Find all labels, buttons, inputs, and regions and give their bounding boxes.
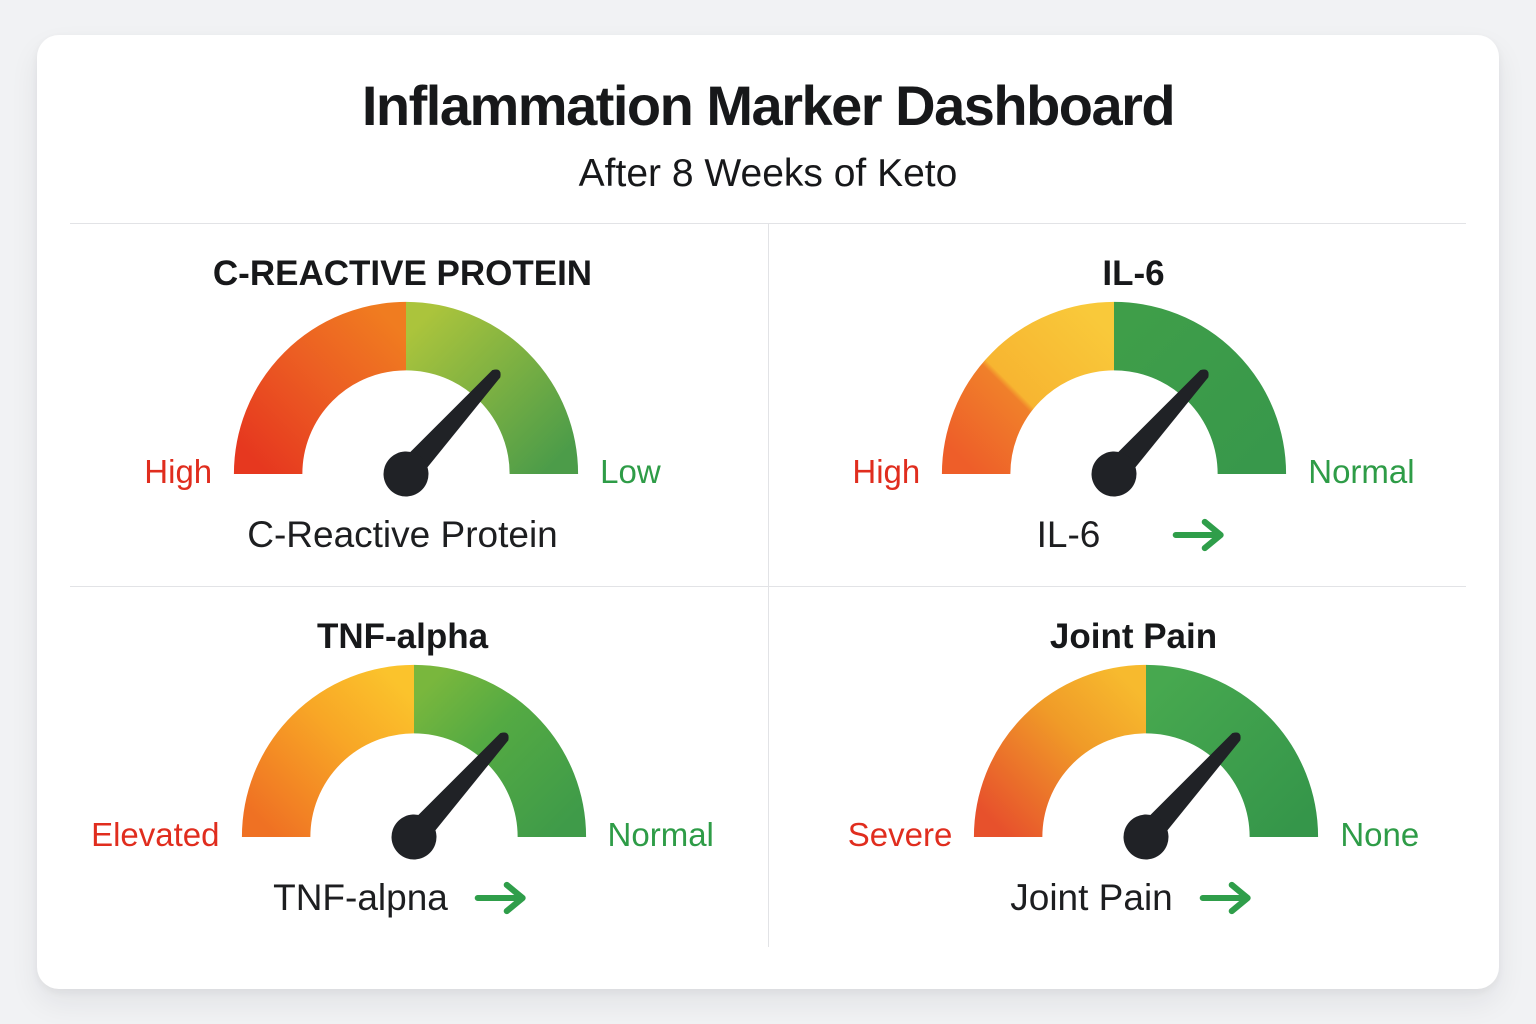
gauge-caption-text: TNF-alpna [273, 877, 448, 919]
gauge-right-label: None [1340, 816, 1420, 854]
gauge-caption-text: C-Reactive Protein [247, 514, 558, 556]
improvement-arrow-icon [1173, 519, 1225, 552]
gauge-title: C-REACTIVE PROTEIN [212, 254, 593, 293]
gauge-caption: TNF-alpna [273, 876, 532, 920]
gauge-left-label: High [144, 453, 213, 491]
gauge-left-label: Elevated [91, 816, 220, 854]
needle-hub [1123, 814, 1169, 860]
gauge-dial [974, 664, 1319, 860]
gauge-panel: C-REACTIVE PROTEIN High Low C-Reactive P… [37, 224, 768, 587]
needle-hub [391, 814, 437, 860]
gauge-dial [241, 664, 586, 860]
gauge-right-label: Normal [1308, 453, 1415, 491]
gauge-body: Elevated Normal [91, 661, 714, 862]
gauge-caption-text: Joint Pain [1010, 877, 1173, 919]
gauge-right-label: Normal [607, 816, 714, 854]
improvement-arrow-icon [1199, 882, 1251, 915]
gauge-caption-text: IL-6 [1036, 514, 1101, 556]
gauge-needle [383, 369, 501, 497]
gauge-grid: C-REACTIVE PROTEIN High Low C-Reactive P… [37, 224, 1499, 950]
gauge-title: IL-6 [1102, 254, 1165, 293]
gauge-dial [234, 301, 579, 497]
gauge-title: TNF-alpha [316, 617, 489, 656]
gauge-dial [942, 301, 1287, 497]
needle-hub [1091, 451, 1137, 497]
gauge-arc-left-zone [234, 301, 408, 475]
header-divider [70, 223, 1466, 224]
gauge-body: High Normal [852, 298, 1415, 499]
column-divider [768, 224, 769, 947]
gauge-body: Severe None [848, 661, 1419, 862]
gauge-needle [391, 732, 509, 860]
gauge-caption: Joint Pain [1010, 876, 1257, 920]
page-title: Inflammation Marker Dashboard [361, 74, 1176, 137]
needle-hub [383, 451, 429, 497]
gauge-arc-right-zone [405, 301, 579, 475]
gauge-arc-right-zone [412, 664, 586, 838]
gauge-arc-left-zone [974, 664, 1148, 838]
gauge-arc-right-zone [1145, 664, 1319, 838]
dashboard-header: Inflammation Marker Dashboard After 8 We… [37, 35, 1499, 195]
gauge-arc-left-zone [942, 301, 1116, 475]
gauge-arc-right-zone [1113, 301, 1287, 475]
gauge-panel: IL-6 High Normal IL-6 [768, 224, 1499, 587]
gauge-arc-left-zone [241, 664, 415, 838]
gauge-panel: TNF-alpha Elevated Normal TNF-alpna [37, 587, 768, 950]
gauge-needle [1091, 369, 1209, 497]
gauge-left-label: High [852, 453, 921, 491]
gauge-right-label: Low [600, 453, 661, 491]
page-subtitle: After 8 Weeks of Keto [578, 151, 958, 195]
gauge-left-label: Severe [847, 816, 953, 854]
gauge-needle [1123, 732, 1241, 860]
gauge-body: High Low [144, 298, 661, 499]
improvement-arrow-icon [474, 882, 526, 915]
dashboard-card: Inflammation Marker Dashboard After 8 We… [37, 35, 1499, 989]
gauge-panel: Joint Pain Severe None Joint Pain [768, 587, 1499, 950]
gauge-caption: IL-6 [1037, 513, 1231, 557]
gauge-caption: C-Reactive Protein [247, 513, 558, 557]
gauge-title: Joint Pain [1049, 617, 1218, 656]
